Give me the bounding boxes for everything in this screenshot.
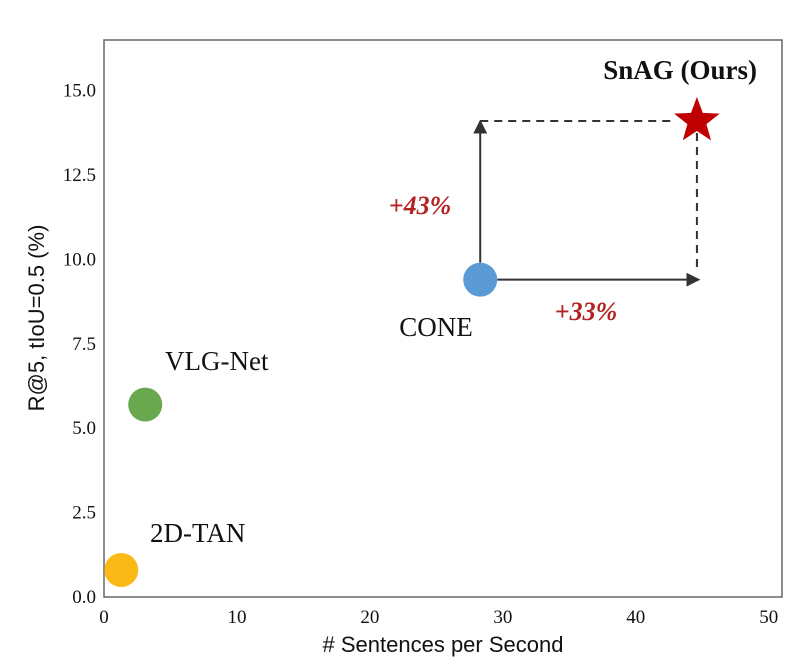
y-tick-label: 15.0: [63, 81, 96, 102]
plot-frame: [103, 39, 783, 598]
x-tick-label: 30: [493, 607, 512, 628]
data-points: [104, 97, 720, 587]
y-tick-label: 5.0: [72, 418, 96, 439]
annotation-plus-33: +33%: [555, 297, 617, 326]
x-tick-label: 10: [227, 607, 246, 628]
x-axis-ticks: 0 10 20 30 40 50: [99, 607, 778, 628]
x-tick-label: 0: [99, 607, 109, 628]
y-axis-ticks: 0.0 2.5 5.0 7.5 10.0 12.5 15.0: [63, 81, 96, 608]
y-tick-label: 10.0: [63, 249, 96, 270]
x-tick-label: 40: [626, 607, 645, 628]
point-label-snag: SnAG (Ours): [603, 55, 757, 85]
point-2d-tan: [104, 552, 139, 587]
x-tick-label: 50: [759, 607, 778, 628]
point-vlg-net: [128, 387, 163, 422]
y-axis-label: R@5, tIoU=0.5 (%): [24, 225, 49, 412]
point-label-2d-tan: 2D-TAN: [150, 518, 245, 548]
y-tick-label: 0.0: [72, 587, 96, 608]
y-tick-label: 7.5: [72, 334, 96, 355]
y-tick-label: 2.5: [72, 503, 96, 524]
point-label-cone: CONE: [399, 312, 473, 342]
x-axis-label: # Sentences per Second: [323, 632, 564, 657]
point-snag-ours: [674, 97, 720, 141]
point-label-vlg-net: VLG-Net: [165, 346, 269, 376]
x-tick-label: 20: [360, 607, 379, 628]
y-tick-label: 12.5: [63, 165, 96, 186]
point-cone: [463, 262, 498, 297]
annotation-plus-43: +43%: [389, 191, 451, 220]
